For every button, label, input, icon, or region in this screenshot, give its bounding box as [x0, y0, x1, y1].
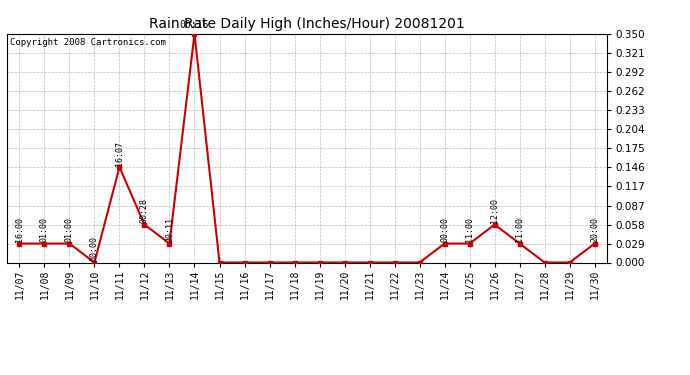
Text: 01:00: 01:00	[65, 217, 74, 242]
Text: 12:00: 12:00	[490, 198, 499, 223]
Text: 00:28: 00:28	[140, 198, 149, 223]
Text: 01:00: 01:00	[40, 217, 49, 242]
Text: 11:00: 11:00	[465, 217, 474, 242]
Text: 00:16: 00:16	[180, 21, 209, 30]
Title: Rain Rate Daily High (Inches/Hour) 20081201: Rain Rate Daily High (Inches/Hour) 20081…	[149, 17, 465, 31]
Text: 00:00: 00:00	[90, 236, 99, 261]
Text: 11:00: 11:00	[515, 217, 524, 242]
Text: 20:11: 20:11	[165, 217, 174, 242]
Text: 00:00: 00:00	[440, 217, 449, 242]
Text: 20:00: 20:00	[590, 217, 599, 242]
Text: 16:00: 16:00	[15, 217, 24, 242]
Text: 16:07: 16:07	[115, 141, 124, 166]
Text: Copyright 2008 Cartronics.com: Copyright 2008 Cartronics.com	[10, 38, 166, 47]
